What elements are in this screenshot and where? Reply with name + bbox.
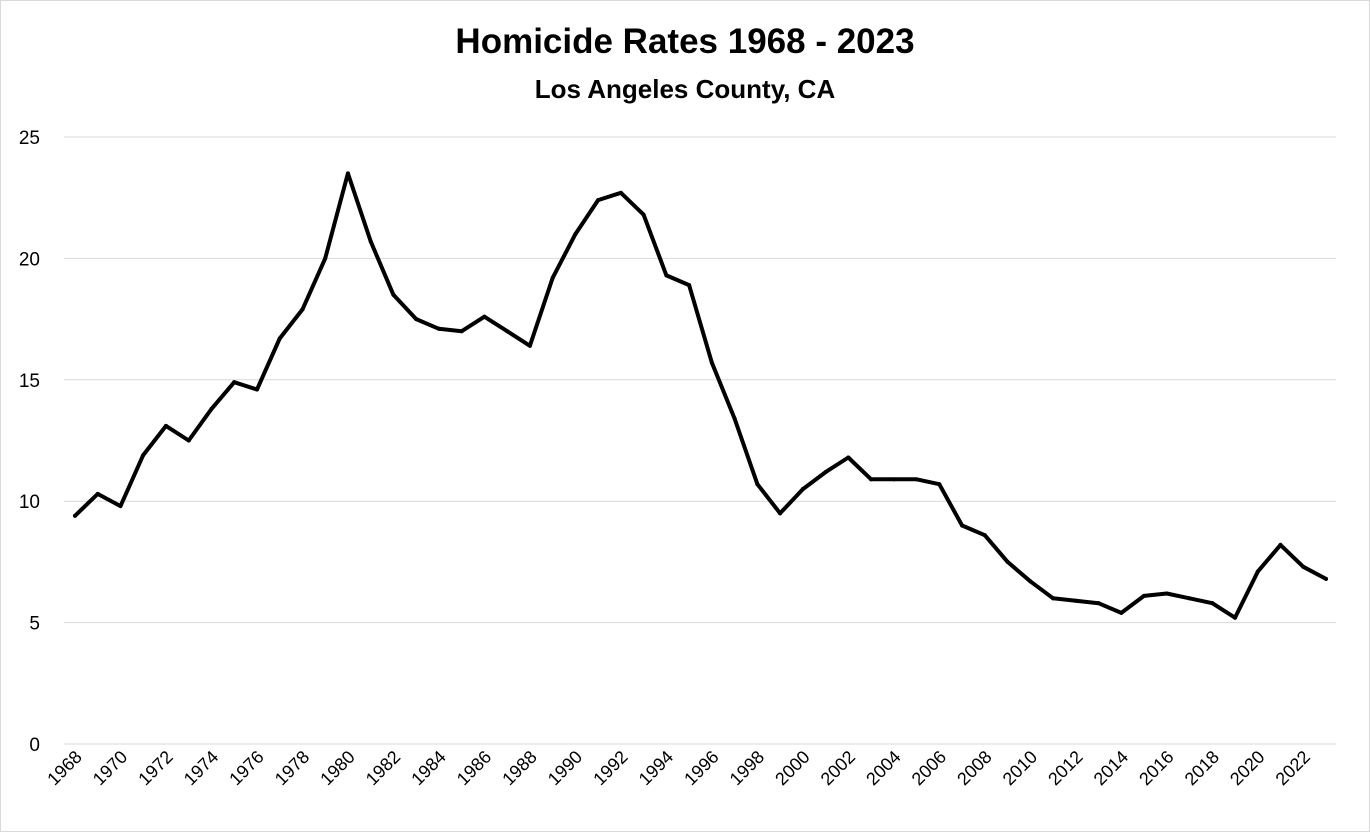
- data-point-2005: [914, 477, 919, 482]
- data-point-1976: [254, 387, 259, 392]
- data-point-1998: [755, 482, 760, 487]
- x-tick-label: 1974: [180, 747, 222, 789]
- x-tick-label: 1972: [134, 747, 176, 789]
- data-point-1979: [323, 256, 328, 261]
- data-point-2014: [1119, 610, 1124, 615]
- data-point-2022: [1301, 564, 1306, 569]
- x-tick-label: 1994: [635, 747, 677, 789]
- data-point-2006: [937, 482, 942, 487]
- chart-subtitle: Los Angeles County, CA: [534, 74, 836, 104]
- data-point-1999: [778, 511, 783, 516]
- data-point-1982: [391, 292, 396, 297]
- data-point-1984: [436, 326, 441, 331]
- data-point-2001: [823, 470, 828, 475]
- data-point-1983: [414, 317, 419, 322]
- data-point-1981: [368, 239, 373, 244]
- data-point-2021: [1278, 542, 1283, 547]
- x-tick-label: 1998: [726, 747, 768, 789]
- series-line: [73, 171, 1328, 620]
- y-axis-ticks: 0 5 10 15 20 25: [19, 128, 40, 756]
- data-point-1991: [596, 198, 601, 203]
- x-tick-label: 2006: [908, 747, 950, 789]
- data-point-2019: [1233, 615, 1238, 620]
- series-layer: [73, 171, 1328, 620]
- gridlines: [64, 136, 1336, 745]
- x-tick-label: 1982: [362, 747, 404, 789]
- x-tick-label: 2022: [1272, 747, 1314, 789]
- data-point-1973: [186, 438, 191, 443]
- data-point-1970: [118, 504, 123, 509]
- data-point-1990: [573, 232, 578, 237]
- data-point-2011: [1051, 596, 1056, 601]
- data-point-2018: [1210, 601, 1215, 606]
- y-tick-label: 10: [19, 492, 40, 513]
- x-tick-label: 2010: [999, 747, 1041, 789]
- x-tick-label: 1996: [680, 747, 722, 789]
- data-point-1977: [277, 336, 282, 341]
- data-point-1969: [95, 491, 100, 496]
- chart-title: Homicide Rates 1968 - 2023: [455, 22, 915, 61]
- x-tick-label: 2002: [817, 747, 859, 789]
- x-tick-label: 2012: [1044, 747, 1086, 789]
- data-point-1978: [300, 307, 305, 312]
- x-tick-label: 1976: [225, 747, 267, 789]
- x-tick-label: 1978: [271, 747, 313, 789]
- data-point-1971: [141, 453, 146, 458]
- data-point-2012: [1073, 598, 1078, 603]
- x-tick-label: 2000: [771, 747, 813, 789]
- data-point-2015: [1142, 593, 1147, 598]
- y-tick-label: 15: [19, 371, 40, 392]
- data-point-2009: [1005, 559, 1010, 564]
- y-tick-label: 0: [29, 735, 40, 756]
- data-point-1980: [345, 171, 350, 176]
- x-tick-label: 2008: [953, 747, 995, 789]
- y-tick-label: 5: [29, 614, 40, 635]
- data-point-1985: [459, 329, 464, 334]
- x-tick-label: 1988: [498, 747, 540, 789]
- data-point-2016: [1164, 591, 1169, 596]
- data-point-2017: [1187, 596, 1192, 601]
- x-tick-label: 2004: [862, 747, 904, 789]
- data-point-1989: [550, 275, 555, 280]
- data-point-1995: [687, 283, 692, 288]
- x-tick-label: 1984: [407, 747, 449, 789]
- data-point-1986: [482, 314, 487, 319]
- data-point-2010: [1028, 579, 1033, 584]
- x-tick-label: 1986: [453, 747, 495, 789]
- data-point-2004: [891, 477, 896, 482]
- data-point-1968: [73, 513, 77, 518]
- data-point-1974: [209, 406, 214, 411]
- x-tick-label: 2016: [1135, 747, 1177, 789]
- x-axis-ticks: 1968 1970 1972 1974 1976 1978 1980 1982 1984 1986…: [43, 747, 1314, 789]
- data-point-2007: [960, 523, 965, 528]
- data-point-2020: [1255, 569, 1260, 574]
- x-tick-label: 1992: [589, 747, 631, 789]
- x-tick-label: 1980: [316, 747, 358, 789]
- data-point-1996: [709, 360, 714, 365]
- data-point-1972: [163, 423, 168, 428]
- x-tick-label: 1990: [544, 747, 586, 789]
- x-tick-label: 2014: [1090, 747, 1132, 789]
- data-point-2002: [846, 455, 851, 460]
- data-point-2008: [982, 533, 987, 538]
- data-point-2013: [1096, 601, 1101, 606]
- data-point-2003: [869, 477, 874, 482]
- data-point-1988: [527, 343, 532, 348]
- y-tick-label: 25: [19, 128, 40, 149]
- x-tick-label: 2020: [1226, 747, 1268, 789]
- x-tick-label: 1970: [89, 747, 131, 789]
- y-tick-label: 20: [19, 249, 40, 270]
- x-tick-label: 2018: [1181, 747, 1223, 789]
- data-point-1997: [732, 416, 737, 421]
- x-tick-label: 1968: [43, 747, 85, 789]
- data-point-1987: [505, 329, 510, 334]
- data-point-1975: [232, 380, 237, 385]
- data-point-1994: [664, 273, 669, 278]
- data-point-1993: [641, 212, 646, 217]
- data-point-2023: [1324, 576, 1328, 581]
- data-point-2000: [800, 487, 805, 492]
- data-point-1992: [618, 190, 623, 195]
